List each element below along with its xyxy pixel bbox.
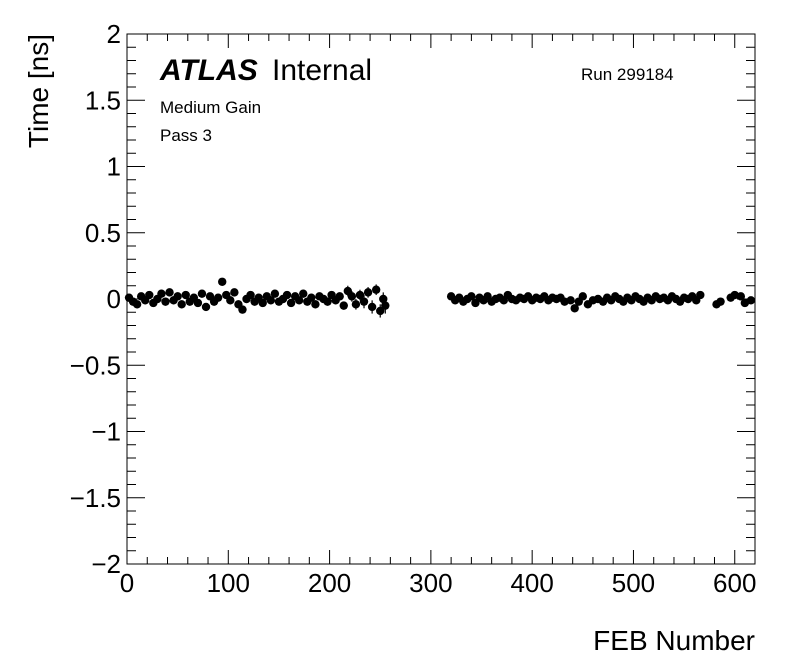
- data-point: [359, 297, 369, 306]
- data-point: [230, 288, 239, 297]
- y-axis-title: Time [ns]: [23, 34, 54, 148]
- atlas-label: ATLAS: [159, 54, 258, 87]
- data-point: [197, 289, 207, 298]
- data-point: [381, 301, 390, 310]
- data-point: [363, 288, 373, 297]
- data-point: [307, 293, 316, 302]
- run-number-label: Run 299184: [581, 65, 674, 84]
- x-tick-label: 100: [207, 568, 250, 598]
- x-axis-title: FEB Number: [593, 625, 755, 656]
- data-point: [371, 285, 381, 294]
- data-point: [355, 290, 365, 300]
- data-point: [294, 296, 304, 305]
- data-point: [716, 297, 725, 306]
- data-point: [165, 288, 174, 297]
- data-points: [124, 277, 756, 318]
- gain-label: Medium Gain: [160, 98, 261, 117]
- data-point: [246, 290, 255, 300]
- data-point: [238, 305, 247, 314]
- y-tick-label: 2: [107, 19, 121, 49]
- data-point: [193, 298, 203, 308]
- internal-label: Internal: [272, 54, 372, 87]
- axis-tick-labels: 0 100 200 300 400 500 600 2 1.5 1 0.5 0 −0.5 −1 −1.5 −2: [70, 19, 757, 598]
- x-tick-label: 400: [510, 568, 553, 598]
- data-point: [226, 296, 235, 305]
- y-tick-label: 0: [107, 284, 121, 314]
- data-point: [696, 290, 705, 300]
- data-point: [181, 290, 190, 300]
- data-point: [270, 289, 280, 298]
- data-point: [218, 277, 227, 286]
- data-point: [132, 300, 142, 309]
- data-point: [746, 296, 756, 305]
- data-point: [266, 296, 276, 305]
- y-tick-label: −1.5: [70, 483, 121, 513]
- y-tick-label: 0.5: [85, 218, 121, 248]
- data-point: [335, 292, 344, 301]
- data-point: [286, 298, 296, 308]
- data-point: [351, 300, 361, 309]
- data-point: [282, 290, 292, 300]
- data-point: [367, 302, 377, 312]
- data-point: [736, 292, 746, 301]
- data-point: [570, 304, 579, 313]
- data-point: [145, 290, 154, 300]
- data-point: [299, 289, 308, 298]
- y-tick-label: 1: [107, 152, 121, 182]
- data-point: [578, 292, 588, 301]
- data-point: [201, 302, 211, 312]
- x-tick-label: 0: [120, 568, 134, 598]
- data-point: [347, 292, 357, 301]
- data-point: [323, 297, 332, 306]
- data-point: [161, 297, 170, 306]
- x-tick-label: 200: [308, 568, 351, 598]
- x-tick-label: 600: [713, 568, 756, 598]
- data-point: [258, 298, 267, 308]
- data-point: [376, 306, 385, 316]
- y-tick-label: 1.5: [85, 85, 121, 115]
- data-point: [467, 292, 476, 301]
- axis-ticks: [126, 33, 756, 565]
- data-point: [339, 301, 348, 310]
- x-tick-label: 500: [612, 568, 655, 598]
- pass-label: Pass 3: [160, 126, 212, 145]
- data-point: [213, 293, 223, 302]
- data-point: [173, 292, 182, 301]
- y-tick-label: −0.5: [70, 350, 121, 380]
- x-tick-label: 300: [409, 568, 452, 598]
- data-point: [566, 296, 575, 305]
- y-tick-label: −2: [91, 549, 121, 579]
- data-point: [311, 300, 320, 309]
- data-point: [177, 300, 186, 309]
- data-point: [157, 289, 166, 298]
- y-tick-label: −1: [91, 417, 121, 447]
